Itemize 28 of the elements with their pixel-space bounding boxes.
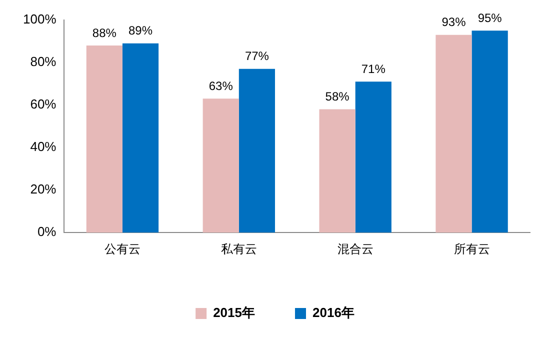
bar (86, 46, 122, 233)
legend-label: 2015年 (213, 305, 255, 320)
y-tick-label: 40% (30, 139, 57, 154)
x-tick-label: 混合云 (337, 242, 374, 256)
x-tick-label: 所有云 (454, 242, 490, 256)
data-label: 93% (442, 15, 466, 30)
bar (202, 98, 239, 233)
legend-label: 2016年 (312, 305, 354, 320)
y-tick-label: 60% (30, 96, 57, 112)
data-label: 71% (361, 62, 386, 76)
bar (319, 109, 356, 233)
bar (122, 43, 159, 233)
data-label: 88% (92, 26, 117, 40)
x-tick-label: 私有云 (220, 242, 257, 256)
y-tick-label: 100% (23, 12, 57, 27)
bar (472, 30, 508, 233)
data-label: 77% (244, 49, 270, 64)
y-tick-label: 0% (37, 224, 57, 240)
data-label: 63% (208, 78, 234, 93)
y-tick-label: 20% (30, 182, 57, 197)
data-label: 95% (478, 10, 502, 25)
x-tick-label: 公有云 (104, 242, 140, 256)
bar (436, 34, 472, 233)
y-tick-label: 80% (30, 54, 57, 70)
bar (355, 82, 392, 233)
data-label: 89% (128, 24, 153, 38)
bar (238, 68, 275, 233)
data-label: 58% (325, 90, 350, 104)
